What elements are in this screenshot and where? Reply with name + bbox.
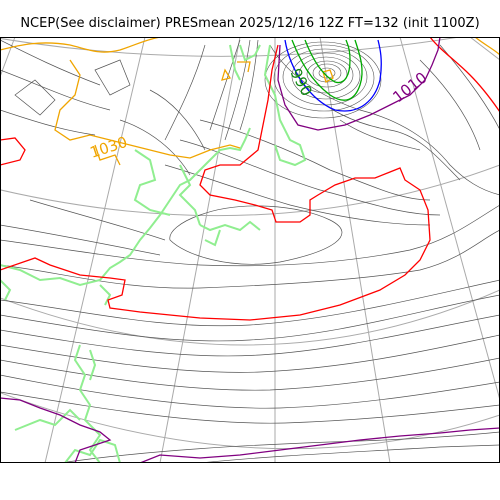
contour-1010 bbox=[0, 37, 500, 463]
longitude-line bbox=[469, 37, 500, 61]
isobars bbox=[0, 39, 500, 463]
longitude-line bbox=[44, 37, 146, 463]
longitude-line bbox=[319, 37, 391, 463]
contour-1020 bbox=[0, 37, 500, 321]
longitude-line bbox=[0, 37, 16, 79]
contour-1000 bbox=[291, 39, 363, 101]
map-title: NCEP(See disclaimer) PRESmean 2025/12/16… bbox=[20, 16, 480, 31]
contour-1030 bbox=[0, 37, 500, 166]
low-pressure-rings bbox=[264, 41, 382, 119]
latitude-line bbox=[0, 392, 500, 450]
coastline bbox=[0, 44, 307, 463]
contour-990 bbox=[284, 39, 382, 112]
latitude-line bbox=[0, 164, 500, 217]
longitude-line bbox=[399, 37, 500, 401]
latitude-line bbox=[0, 289, 500, 346]
longitude-line bbox=[159, 37, 241, 463]
latitude-line bbox=[0, 37, 463, 57]
